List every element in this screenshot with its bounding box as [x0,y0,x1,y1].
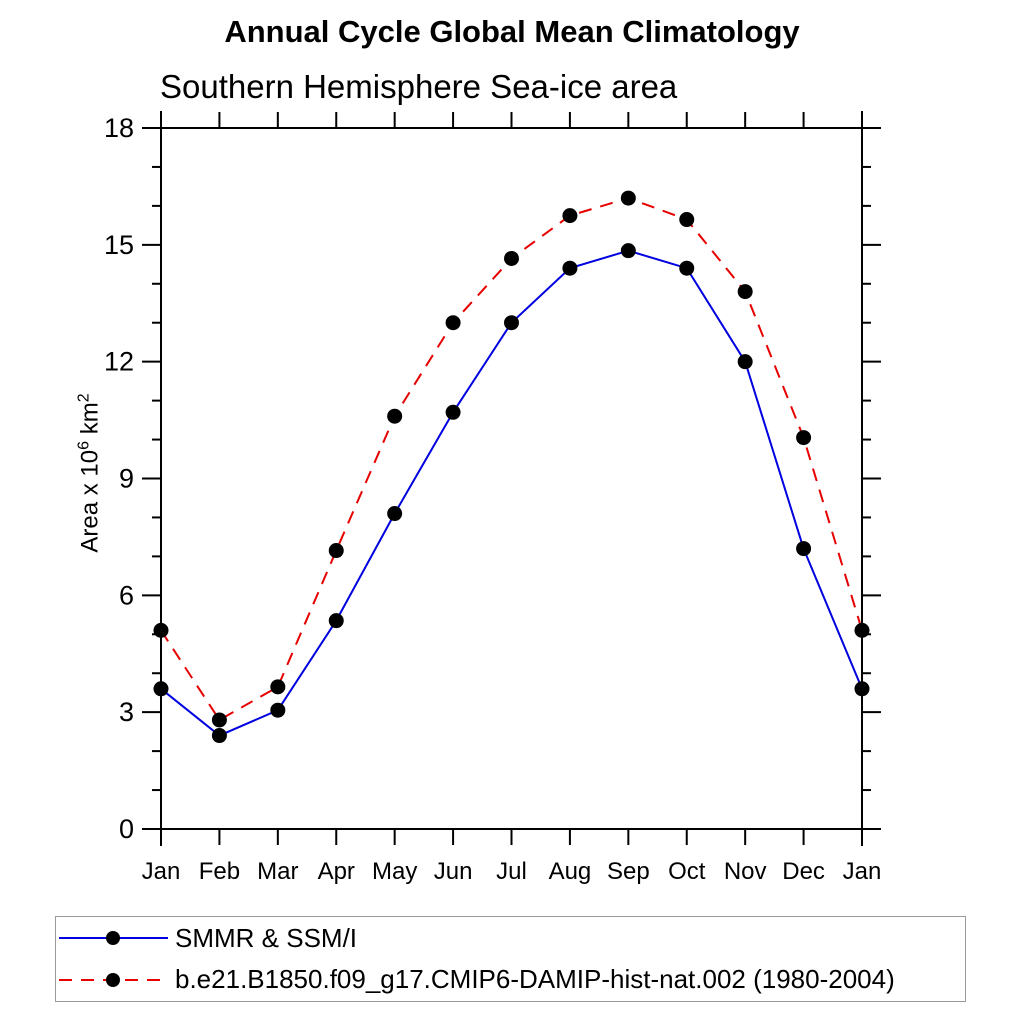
legend-marker [106,972,120,987]
y-tick-label: 0 [119,814,134,844]
data-point [270,679,286,695]
data-point [620,190,636,206]
x-tick-label: Apr [318,858,355,885]
y-tick-label: 6 [119,580,134,610]
data-point [796,541,812,557]
data-point [445,315,461,331]
x-tick-label: Mar [257,858,298,885]
x-tick-label: Sep [607,858,650,885]
chart-canvas: Jan Feb Mar Apr May Jun Jul Aug Sep Oct Nov Dec Jan 0… [104,111,882,885]
data-point [562,260,578,276]
data-point [211,728,227,744]
legend: SMMR & SSM/I b.e21.B1850.f09_g17.CMIP6-D… [55,916,966,1002]
data-point [796,430,812,446]
x-tick-label: Aug [549,858,592,885]
data-point [504,250,519,266]
legend-item-model: b.e21.B1850.f09_g17.CMIP6-DAMIP-hist-nat… [56,960,965,1000]
x-tick-label: Jun [434,858,473,885]
data-point [387,506,403,522]
y-tick-label: 9 [119,464,134,494]
legend-marker [106,931,120,946]
series-model [153,190,870,728]
data-point [328,543,344,559]
data-point [679,212,695,228]
y-tick-label: 12 [104,347,134,377]
x-tick-label: May [372,858,417,885]
data-point [737,284,753,300]
x-tick-label: Jul [496,858,527,885]
x-tick-label: Nov [724,858,767,885]
data-point [153,622,169,638]
data-point [211,712,227,728]
x-tick-label: Jan [843,858,882,885]
data-point [504,315,519,331]
data-point [620,243,636,259]
chart-title: Annual Cycle Global Mean Climatology [224,14,800,49]
data-point [270,702,286,718]
legend-line-sample-dashed [59,972,168,987]
legend-label-model: b.e21.B1850.f09_g17.CMIP6-DAMIP-hist-nat… [175,964,895,995]
data-point [328,613,344,629]
series-line [160,197,863,722]
data-point [854,681,870,697]
data-point [153,681,169,697]
y-tick-label: 15 [104,230,134,260]
series-observations [153,243,870,744]
legend-line-sample-solid [59,931,168,946]
x-tick-label: Dec [782,858,825,885]
x-tick-label: Jan [142,858,181,885]
x-tick-label: Oct [668,858,706,885]
legend-label-observations: SMMR & SSM/I [175,922,358,953]
y-tick-label: 18 [104,113,134,143]
x-tick-label: Feb [199,858,240,885]
data-point [562,208,578,224]
legend-item-observations: SMMR & SSM/I [56,918,965,958]
data-point [854,622,870,638]
data-point [737,354,753,370]
data-point [679,260,695,276]
chart-subtitle: Southern Hemisphere Sea-ice area [160,68,678,105]
y-tick-label: 3 [119,697,134,727]
data-point [387,408,403,424]
data-point [445,404,461,420]
